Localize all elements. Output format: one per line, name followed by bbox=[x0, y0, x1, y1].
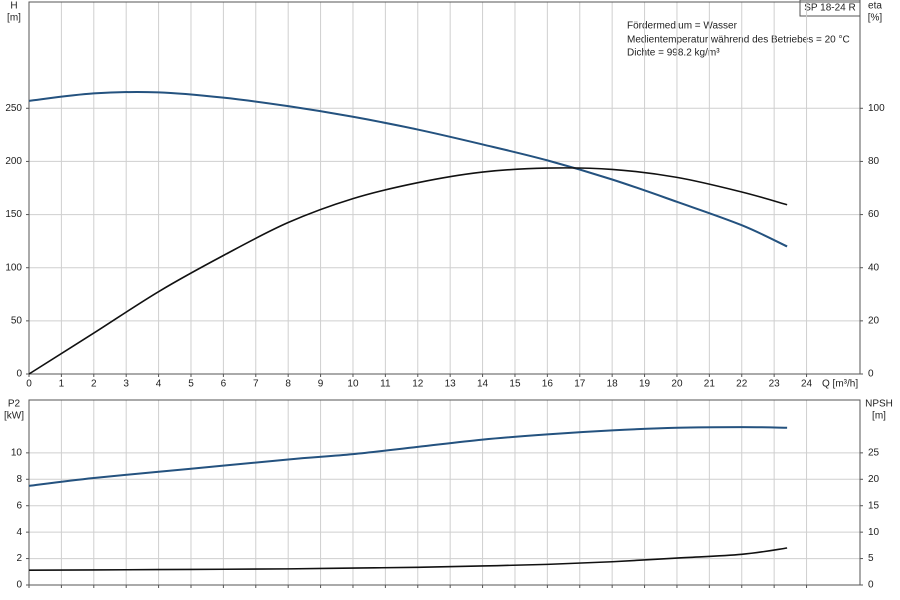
x-tick-label: 3 bbox=[123, 379, 129, 390]
y2-axis-label: NPSH bbox=[865, 399, 893, 410]
y2-tick-label: 20 bbox=[868, 315, 880, 326]
x-tick-label: 22 bbox=[736, 379, 748, 390]
plot-frame bbox=[28, 399, 861, 586]
curve bbox=[28, 90, 788, 248]
x-tick-label: 9 bbox=[318, 379, 324, 390]
y2-tick-label: 25 bbox=[868, 447, 880, 458]
x-tick-label: 15 bbox=[509, 379, 521, 390]
x-tick-label: 8 bbox=[285, 379, 291, 390]
y-axis-label: H bbox=[10, 1, 17, 12]
y-tick-label: 250 bbox=[5, 103, 22, 114]
y2-axis-label: eta bbox=[868, 1, 882, 12]
x-tick-label: 0 bbox=[26, 379, 32, 390]
y-tick-label: 8 bbox=[16, 474, 22, 485]
annotation: Fördermedium = Wasser bbox=[627, 21, 738, 32]
y-tick-label: 4 bbox=[16, 527, 22, 538]
x-tick-label: 23 bbox=[769, 379, 781, 390]
y2-tick-label: 80 bbox=[868, 156, 880, 167]
x-tick-label: 4 bbox=[156, 379, 162, 390]
x-tick-label: 7 bbox=[253, 379, 259, 390]
curve bbox=[28, 167, 788, 375]
curve bbox=[28, 426, 788, 487]
y2-tick-label: 0 bbox=[868, 369, 874, 380]
x-axis-label: Q [m³/h] bbox=[822, 379, 858, 390]
x-tick-label: 5 bbox=[188, 379, 194, 390]
x-tick-label: 24 bbox=[801, 379, 813, 390]
x-tick-label: 6 bbox=[221, 379, 227, 390]
y-tick-label: 2 bbox=[16, 553, 22, 564]
x-tick-label: 18 bbox=[607, 379, 619, 390]
x-tick-label: 11 bbox=[380, 379, 391, 390]
curve bbox=[28, 547, 788, 571]
y-tick-label: 100 bbox=[5, 262, 22, 273]
y2-tick-label: 40 bbox=[868, 262, 880, 273]
y2-tick-label: 0 bbox=[868, 580, 874, 591]
x-tick-label: 1 bbox=[59, 379, 65, 390]
annotation: Medientemperatur während des Betriebes =… bbox=[627, 35, 850, 46]
annotation: Dichte = 998.2 kg/m³ bbox=[627, 48, 720, 59]
x-tick-label: 21 bbox=[704, 379, 716, 390]
y-tick-label: 200 bbox=[5, 156, 22, 167]
y2-axis-unit: [%] bbox=[868, 13, 883, 24]
y2-tick-label: 15 bbox=[868, 500, 880, 511]
x-tick-label: 10 bbox=[347, 379, 359, 390]
x-tick-label: 16 bbox=[542, 379, 554, 390]
x-tick-label: 17 bbox=[574, 379, 586, 390]
x-tick-label: 13 bbox=[445, 379, 457, 390]
y-tick-label: 6 bbox=[16, 500, 22, 511]
y-tick-label: 50 bbox=[11, 315, 23, 326]
y-tick-label: 0 bbox=[16, 580, 22, 591]
y-tick-label: 10 bbox=[11, 447, 23, 458]
y2-tick-label: 60 bbox=[868, 209, 880, 220]
y2-tick-label: 10 bbox=[868, 527, 880, 538]
y-axis-label: P2 bbox=[8, 399, 21, 410]
x-tick-label: 19 bbox=[639, 379, 651, 390]
y2-tick-label: 20 bbox=[868, 474, 880, 485]
plot-frame bbox=[28, 1, 861, 375]
y-axis-unit: [m] bbox=[7, 13, 21, 24]
x-tick-label: 2 bbox=[91, 379, 97, 390]
x-tick-label: 12 bbox=[412, 379, 424, 390]
y-tick-label: 150 bbox=[5, 209, 22, 220]
y2-tick-label: 100 bbox=[868, 103, 885, 114]
model-label: SP 18-24 R bbox=[804, 3, 856, 14]
y-axis-unit: [kW] bbox=[4, 411, 24, 422]
y2-axis-unit: [m] bbox=[872, 411, 886, 422]
x-tick-label: 14 bbox=[477, 379, 489, 390]
x-tick-label: 20 bbox=[671, 379, 683, 390]
y2-tick-label: 5 bbox=[868, 553, 874, 564]
y-tick-label: 0 bbox=[16, 369, 22, 380]
